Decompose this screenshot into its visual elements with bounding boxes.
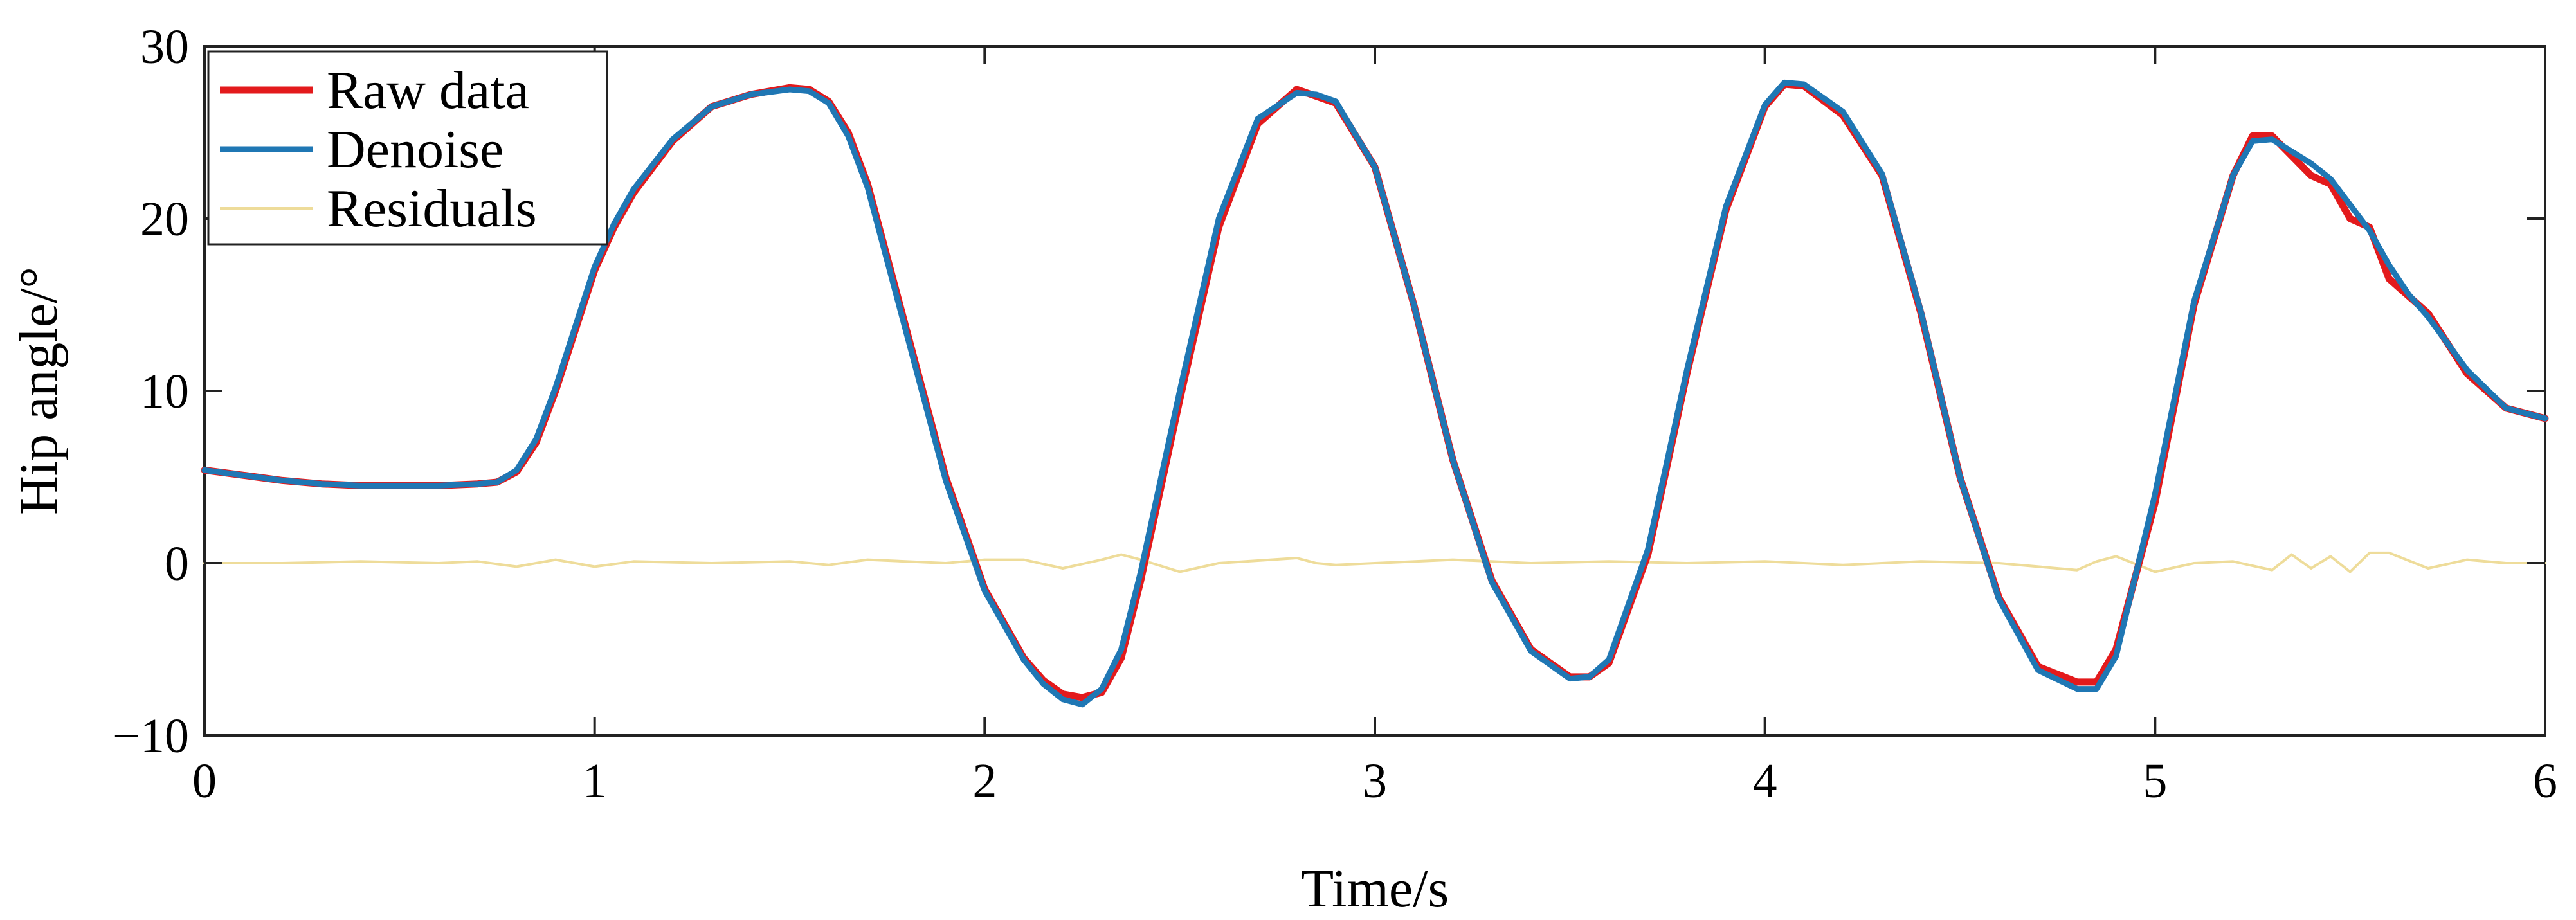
x-tick-label: 6 [2533,754,2557,808]
x-axis-label: Time/s [1301,859,1449,919]
y-axis-label: Hip angle/° [9,267,69,515]
x-tick-label: 0 [192,754,217,808]
legend-label-raw-data: Raw data [327,60,529,120]
series-line-denoise [201,79,2548,708]
x-tick-label: 4 [1753,754,1777,808]
x-tick-label: 1 [583,754,607,808]
series-layer [201,79,2549,708]
y-axis: −10 0 10 20 30 [113,20,2545,763]
x-tick-label: 3 [1363,754,1387,808]
y-tick-label: −10 [113,709,189,763]
series-line-residuals [203,551,2546,573]
legend-label-denoise: Denoise [327,120,503,179]
y-tick-label: 10 [140,365,189,419]
x-axis: 0 1 2 3 4 5 6 [192,46,2557,808]
legend-label-residuals: Residuals [327,179,537,239]
y-tick-label: 0 [165,537,189,591]
x-tick-label: 5 [2143,754,2167,808]
x-tick-label: 2 [972,754,997,808]
y-tick-label: 20 [140,192,189,246]
y-tick-label: 30 [140,20,189,74]
